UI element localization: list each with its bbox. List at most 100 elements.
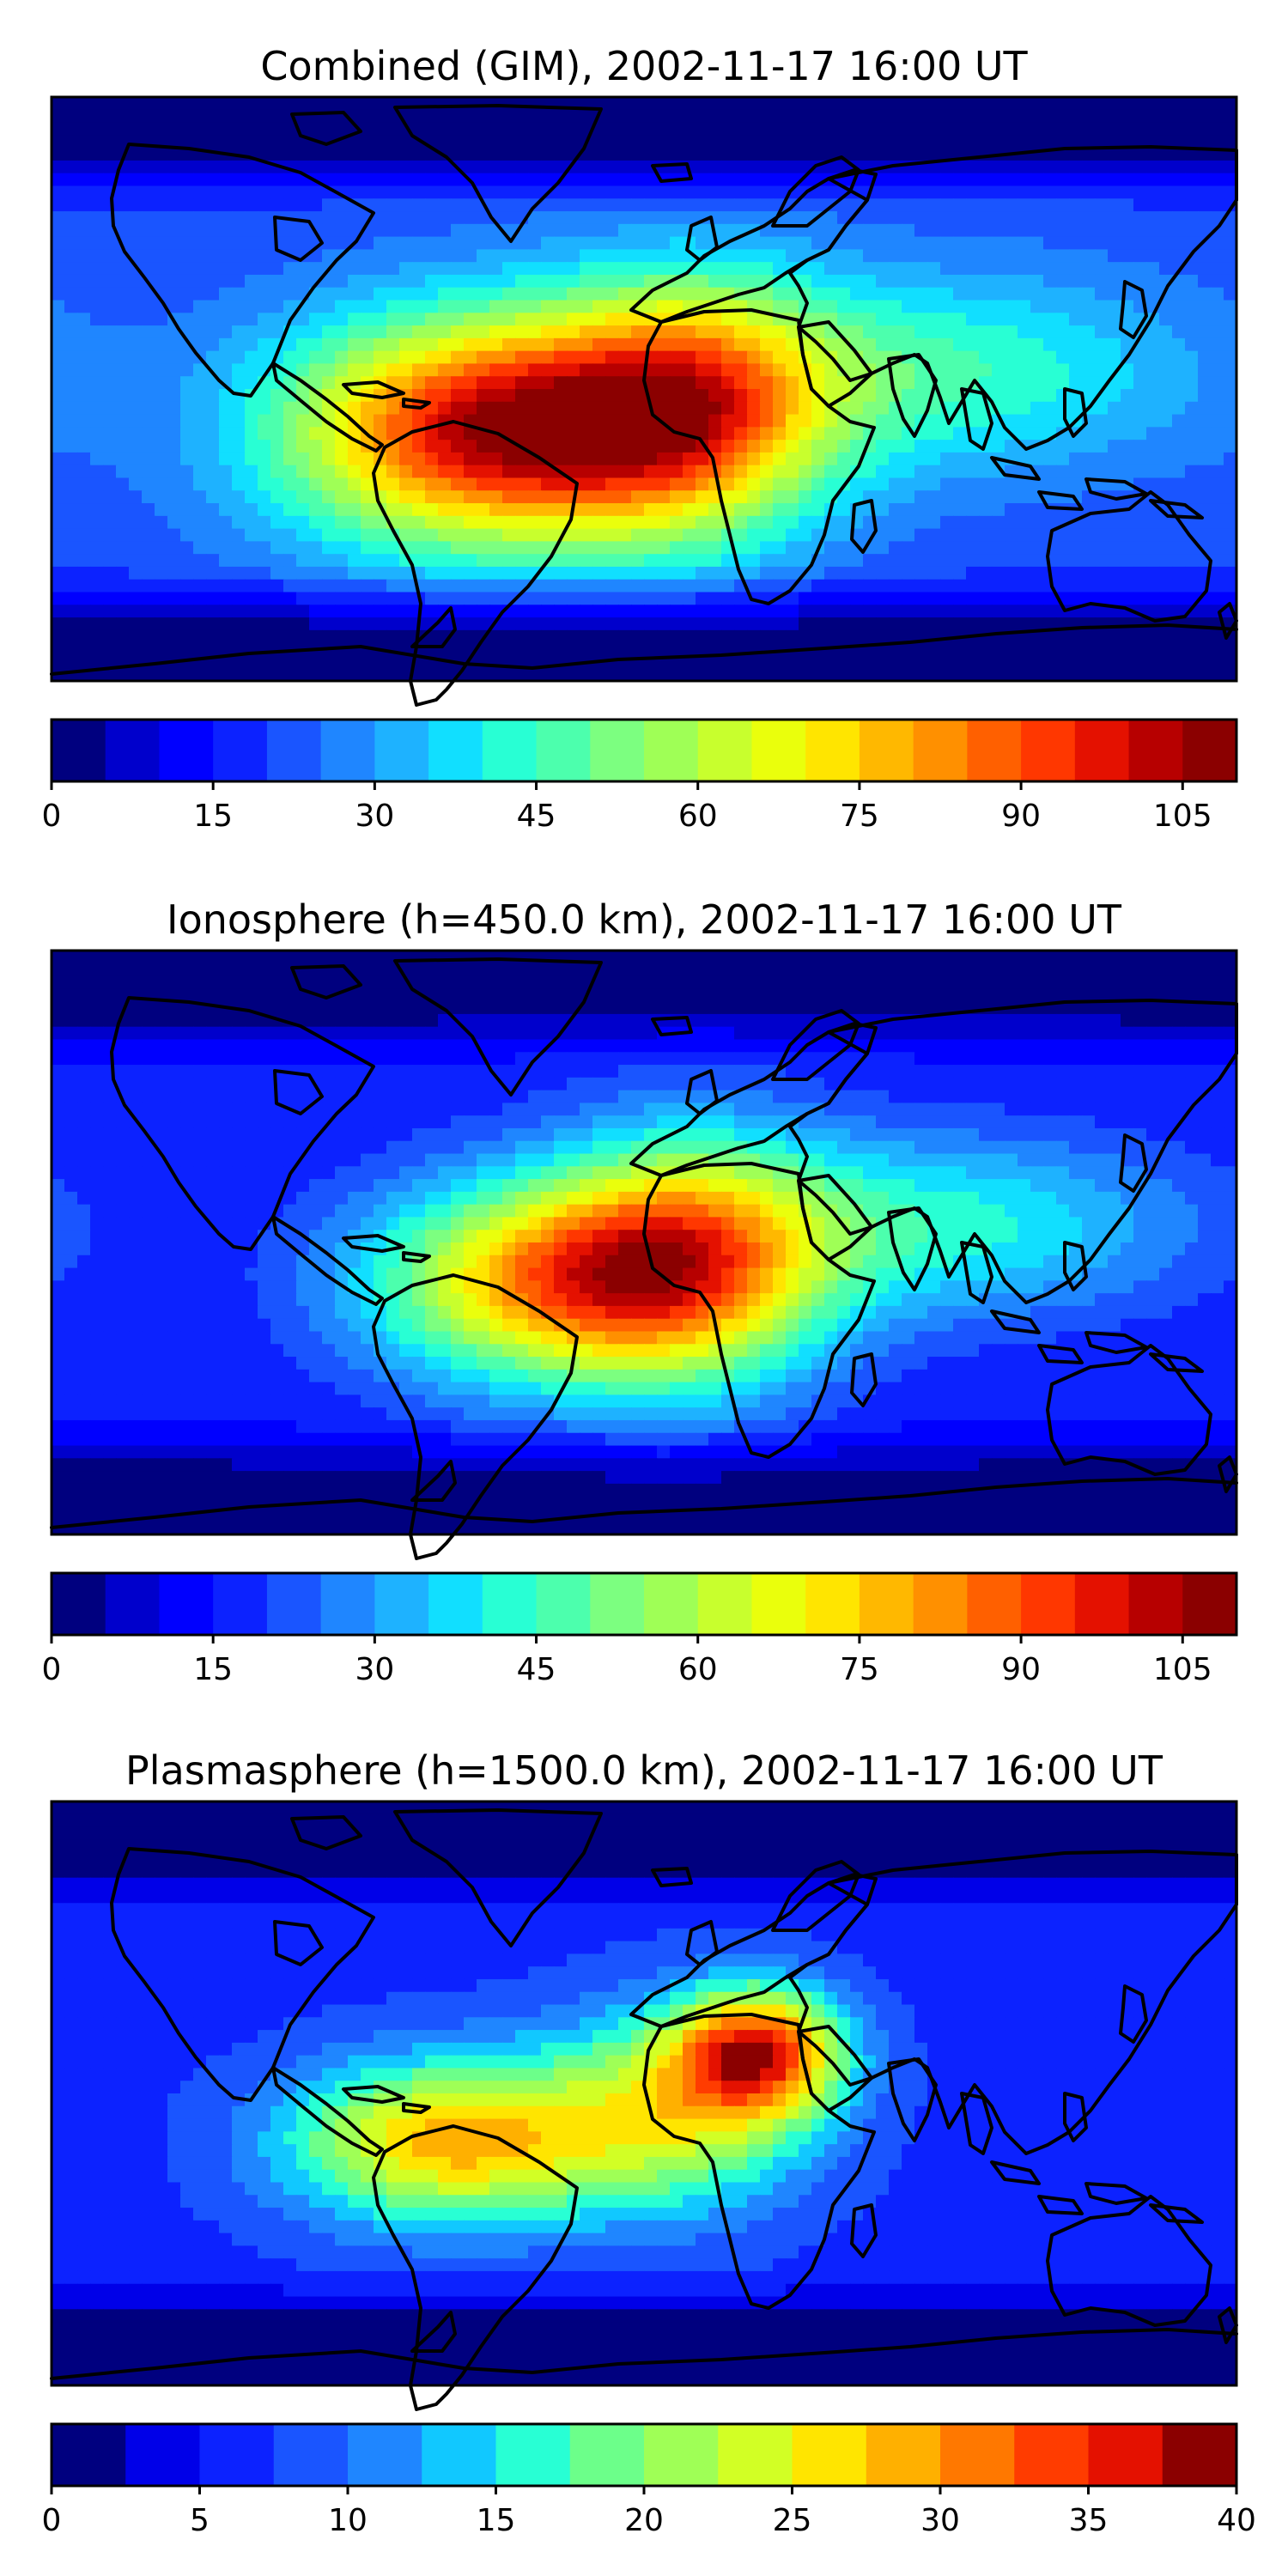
map-cell	[270, 109, 284, 124]
map-cell	[863, 236, 877, 251]
map-cell	[760, 236, 774, 251]
map-cell	[837, 313, 851, 326]
map-cell	[232, 262, 246, 276]
map-cell	[824, 376, 838, 390]
map-cell	[167, 1001, 181, 1015]
map-cell	[631, 951, 645, 964]
map-cell	[953, 160, 967, 174]
map-cell	[528, 185, 542, 200]
map-cell	[1043, 655, 1057, 670]
map-cell	[1095, 579, 1109, 593]
map-cell	[103, 452, 117, 466]
map-cell	[657, 605, 671, 618]
map-cell	[1082, 963, 1096, 977]
map-cell	[219, 1039, 233, 1054]
map-cell	[270, 1026, 284, 1041]
map-cell	[374, 975, 387, 990]
map-cell	[1095, 173, 1109, 187]
map-cell	[773, 1026, 787, 1041]
map-cell	[567, 668, 580, 681]
map-cell	[425, 427, 439, 440]
map-cell	[77, 440, 91, 453]
map-cell	[1159, 515, 1173, 530]
map-cell	[270, 668, 284, 681]
map-cell	[554, 363, 568, 378]
map-cell	[889, 173, 902, 187]
map-cell	[1030, 389, 1044, 403]
map-cell	[1224, 642, 1236, 657]
map-cell	[799, 655, 812, 670]
map-cell	[129, 1001, 143, 1015]
map-cell	[77, 122, 91, 137]
map-cell	[721, 313, 735, 326]
map-cell	[902, 566, 915, 580]
map-cell	[683, 148, 696, 161]
map-cell	[116, 528, 130, 543]
map-cell	[412, 963, 426, 977]
map-cell	[90, 963, 104, 977]
map-cell	[322, 465, 336, 479]
map-cell	[863, 287, 877, 301]
map-cell	[1030, 185, 1044, 200]
map-cell	[914, 211, 928, 225]
map-cell	[631, 122, 645, 137]
map-cell	[1069, 655, 1083, 670]
map-cell	[554, 629, 568, 644]
map-cell	[992, 605, 1005, 618]
map-cell	[773, 249, 787, 263]
map-cell	[1133, 122, 1147, 137]
map-cell	[206, 1013, 220, 1028]
map-cell	[1185, 1026, 1199, 1041]
colorbar-segment	[1021, 720, 1076, 781]
map-cell	[103, 135, 117, 149]
map-cell	[979, 988, 993, 1002]
map-cell	[103, 350, 117, 365]
map-cell	[412, 503, 426, 517]
map-cell	[1082, 566, 1096, 580]
map-cell	[940, 325, 954, 339]
map-cell	[1172, 592, 1186, 606]
map-cell	[206, 1039, 220, 1054]
map-cell	[142, 566, 155, 580]
map-cell	[451, 401, 465, 416]
map-cell	[425, 122, 439, 137]
map-cell	[1082, 1001, 1096, 1015]
map-cell	[966, 668, 980, 681]
map-cell	[515, 236, 529, 251]
map-cell	[464, 148, 477, 161]
map-cell	[219, 592, 233, 606]
map-cell	[914, 1026, 928, 1041]
map-cell	[64, 223, 78, 238]
map-cell	[386, 566, 400, 580]
map-cell	[799, 389, 812, 403]
map-cell	[708, 363, 722, 378]
map-cell	[167, 605, 181, 618]
map-cell	[451, 963, 465, 977]
map-cell	[167, 148, 181, 161]
map-cell	[799, 541, 812, 555]
map-cell	[618, 963, 632, 977]
map-cell	[799, 963, 812, 977]
map-cell	[592, 554, 606, 568]
map-cell	[477, 605, 490, 618]
map-cell	[386, 363, 400, 378]
map-cell	[721, 401, 735, 416]
map-cell	[760, 262, 774, 276]
map-cell	[721, 1001, 735, 1015]
map-cell	[425, 337, 439, 352]
map-cell	[876, 236, 890, 251]
map-cell	[592, 287, 606, 301]
map-cell	[155, 198, 168, 212]
map-cell	[77, 350, 91, 365]
map-cell	[953, 515, 967, 530]
map-cell	[592, 579, 606, 593]
map-cell	[502, 452, 516, 466]
map-cell	[554, 262, 568, 276]
map-cell	[1108, 963, 1121, 977]
map-cell	[451, 185, 465, 200]
map-cell	[219, 617, 233, 631]
map-cell	[64, 160, 78, 174]
map-cell	[1005, 605, 1018, 618]
map-cell	[1159, 363, 1173, 378]
map-cell	[1224, 287, 1236, 301]
